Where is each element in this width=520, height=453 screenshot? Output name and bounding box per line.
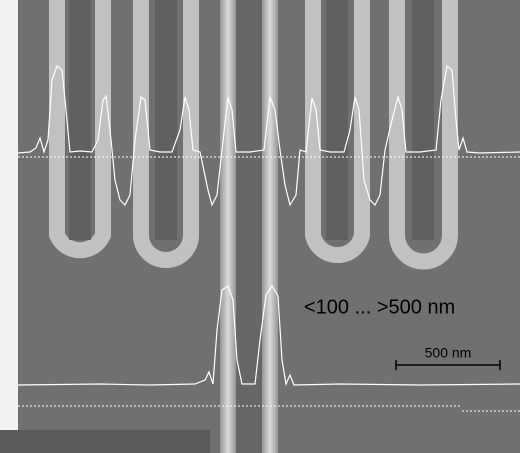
margin xyxy=(0,0,18,430)
line-edge xyxy=(262,0,278,453)
finger xyxy=(389,0,458,270)
gaps xyxy=(69,0,434,240)
scale-bar xyxy=(395,360,501,370)
profile-trace xyxy=(17,284,520,387)
fingers xyxy=(49,0,458,270)
scale-label: 500 nm xyxy=(425,345,472,361)
profile-trace xyxy=(17,64,520,207)
finger xyxy=(49,0,111,259)
line-edge xyxy=(220,0,236,453)
range-label: <100 ... >500 nm xyxy=(304,296,455,318)
line-center xyxy=(236,0,262,453)
margin xyxy=(0,430,210,453)
finger xyxy=(305,0,370,263)
finger xyxy=(133,0,199,268)
